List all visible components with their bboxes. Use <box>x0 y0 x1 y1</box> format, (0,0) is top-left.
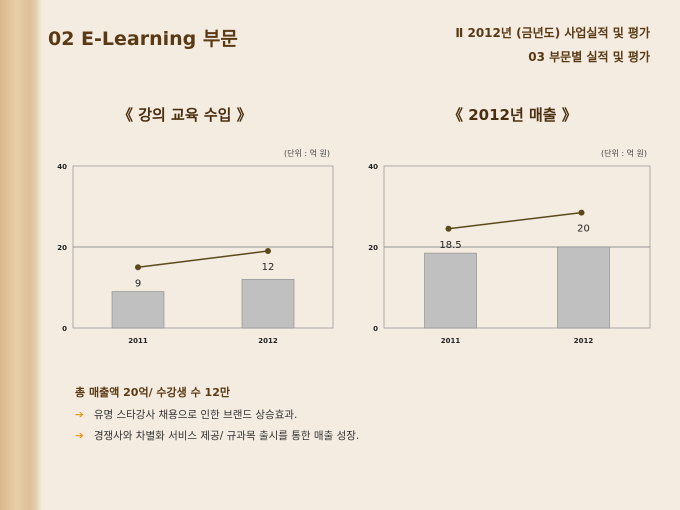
line-point <box>265 248 271 255</box>
x-tick-label: 2012 <box>574 337 594 345</box>
x-tick-label: 2011 <box>441 337 461 345</box>
arrow-icon: ➔ <box>75 430 84 442</box>
bar-2012 <box>557 246 610 329</box>
data-label: 9 <box>135 278 141 289</box>
section-title: Ⅱ 2012년 (금년도) 사업실적 및 평가 <box>455 26 650 40</box>
trend-line <box>448 211 582 230</box>
y-tick-label: 0 <box>373 325 378 333</box>
trend-line <box>137 250 269 268</box>
data-label: 18.5 <box>439 240 461 251</box>
unit-label: (단위 : 억 원) <box>601 148 647 158</box>
chart-title-lecture-revenue: 《 강의 교육 수입 》 <box>118 106 252 124</box>
summary-text: 총 매출액 20억/ 수강생 수 12만 <box>75 386 230 399</box>
data-label: 12 <box>262 262 275 273</box>
x-tick-label: 2011 <box>128 337 148 345</box>
bar-2012 <box>241 279 295 329</box>
line-point <box>445 225 452 232</box>
bullet-item: ➔ 경쟁사와 차별화 서비스 제공/ 규과목 출시를 통한 매출 성장. <box>75 428 359 443</box>
bar-2011 <box>424 252 477 329</box>
charts-area: (단위 : 억 원) 0 20 40 2011 9 2012 12 (단위 : 억 원) 0 20 4… <box>57 148 651 345</box>
line-point <box>578 209 585 216</box>
data-label: 20 <box>577 224 590 235</box>
wood-texture <box>0 0 42 510</box>
y-tick-label: 0 <box>62 325 67 333</box>
y-tick-label: 20 <box>57 244 67 252</box>
x-tick-label: 2012 <box>258 337 278 345</box>
unit-label: (단위 : 억 원) <box>284 148 330 158</box>
line-point <box>135 264 141 271</box>
y-tick-label: 40 <box>57 163 67 171</box>
y-tick-label: 40 <box>368 163 378 171</box>
bullet-text: 유명 스타강사 채용으로 인한 브랜드 상승효과. <box>93 409 298 421</box>
subsection-title: 03 부문별 실적 및 평가 <box>528 50 650 64</box>
arrow-icon: ➔ <box>75 409 84 421</box>
bar-2011 <box>111 291 165 329</box>
chart-title-2012-sales: 《 2012년 매출 》 <box>448 106 577 124</box>
page-title: 02 E-Learning 부문 <box>48 28 238 50</box>
y-tick-label: 20 <box>368 244 378 252</box>
bullet-item: ➔ 유명 스타강사 채용으로 인한 브랜드 상승효과. <box>75 407 297 422</box>
bullet-text: 경쟁사와 차별화 서비스 제공/ 규과목 출시를 통한 매출 성장. <box>93 430 360 442</box>
